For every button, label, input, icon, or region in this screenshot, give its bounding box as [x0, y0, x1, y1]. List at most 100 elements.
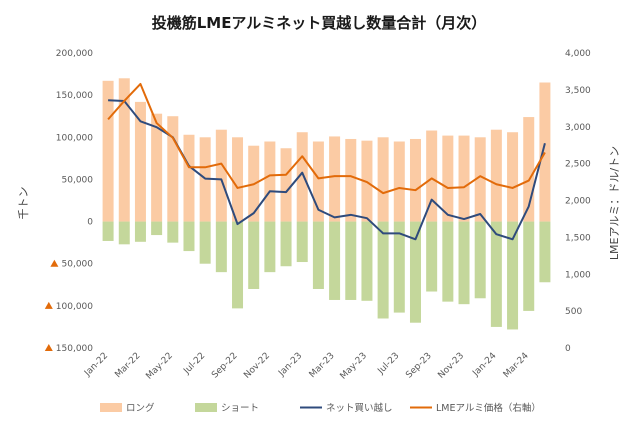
long-bar-4 — [167, 116, 179, 222]
long-bar-19 — [409, 138, 421, 222]
long-bar-7 — [215, 129, 227, 222]
x-tick-label-13: Mar-24 — [502, 351, 531, 380]
x-tick-label-12: Jan-24 — [471, 351, 499, 379]
x-axis: Jan-22 Mar-22 May-22 Jul-22 Sep-22 Nov-22 Jan-… — [82, 351, 531, 382]
y2-tick-label-4: 2,000 — [565, 197, 591, 207]
short-bar-11 — [280, 221, 292, 267]
short-bar-16 — [361, 221, 373, 301]
long-bar-23 — [474, 137, 486, 222]
short-bar-17 — [377, 221, 389, 319]
long-bar-11 — [280, 148, 292, 222]
lines-layer — [107, 82, 546, 241]
short-bar-18 — [393, 221, 405, 313]
negative-triangle-icon-7 — [44, 344, 53, 351]
x-tick-label-10: Sep-23 — [404, 351, 433, 380]
short-bar-5 — [183, 221, 195, 252]
lme-price-line — [107, 82, 546, 195]
long-bar-17 — [377, 137, 389, 222]
legend: ロング ショート ネット買い越し LMEアルミ価格（右軸） — [100, 402, 541, 414]
x-tick-label-9: Jul-23 — [376, 351, 402, 377]
short-bar-4 — [167, 221, 179, 243]
short-bar-15 — [345, 221, 357, 300]
short-bar-20 — [426, 221, 438, 292]
long-bar-20 — [426, 130, 438, 222]
y2-tick-label-3: 2,500 — [565, 160, 591, 170]
y-axis: 200,000 150,000 100,000 50,000 0 50,000 100,00… — [44, 49, 94, 354]
legend-label-2: ネット買い越し — [326, 402, 393, 414]
short-bar-19 — [409, 221, 421, 323]
short-bar-6 — [199, 221, 211, 264]
x-tick-label-0: Jan-22 — [82, 351, 110, 379]
short-bar-1 — [118, 221, 130, 245]
short-bar-2 — [134, 221, 146, 242]
long-bar-5 — [183, 134, 195, 222]
negative-triangle-icon-6 — [44, 301, 53, 309]
long-bar-18 — [393, 141, 405, 222]
short-bar-22 — [458, 221, 470, 305]
short-bar-7 — [215, 221, 227, 273]
y-tick-label-4: 0 — [87, 218, 93, 228]
long-bar-22 — [458, 135, 470, 222]
short-bar-21 — [442, 221, 454, 302]
y-tick-label-1: 150,000 — [56, 91, 93, 101]
legend-label-3: LMEアルミ価格（右軸） — [436, 402, 541, 414]
short-bar-14 — [329, 221, 341, 300]
short-bar-13 — [312, 221, 324, 289]
x-tick-label-8: May-23 — [339, 351, 370, 382]
short-bar-27 — [539, 221, 551, 283]
y2-tick-label-6: 1,000 — [565, 270, 591, 280]
long-bar-1 — [118, 78, 130, 222]
short-bar-23 — [474, 221, 486, 299]
bars-layer — [102, 78, 551, 330]
y2-tick-label-8: 0 — [565, 344, 571, 354]
long-bar-24 — [490, 129, 502, 222]
long-bar-15 — [345, 138, 357, 222]
short-bar-3 — [151, 221, 163, 236]
y2-tick-label-7: 500 — [565, 307, 582, 317]
y-tick-label-0: 200,000 — [56, 49, 93, 59]
y2-axis-label: LMEアルミ：ドル/トン — [608, 146, 621, 260]
y2-tick-label-1: 3,500 — [565, 86, 591, 96]
y2-axis: 4,000 3,500 3,000 2,500 2,000 1,500 1,000 500 0 — [565, 49, 591, 354]
y2-tick-label-0: 4,000 — [565, 49, 591, 59]
x-tick-label-6: Jan-23 — [276, 351, 304, 379]
long-bar-2 — [134, 101, 146, 222]
x-tick-label-11: Nov-23 — [436, 351, 466, 381]
legend-swatch-1 — [195, 403, 217, 412]
short-bar-24 — [490, 221, 502, 327]
y-tick-label-2: 100,000 — [56, 133, 93, 143]
y-tick-label-6: 100,000 — [56, 302, 93, 312]
short-bar-8 — [232, 221, 244, 309]
short-bar-12 — [296, 221, 308, 263]
y-tick-label-7: 150,000 — [56, 344, 93, 354]
y-axis-label: 千トン — [17, 187, 30, 220]
y2-tick-label-2: 3,000 — [565, 123, 591, 133]
long-bar-0 — [102, 80, 114, 222]
long-bar-21 — [442, 135, 454, 222]
long-bar-12 — [296, 132, 308, 222]
short-bar-25 — [507, 221, 519, 330]
y2-tick-label-5: 1,500 — [565, 233, 591, 243]
long-bar-13 — [312, 141, 324, 222]
y-tick-label-5: 50,000 — [62, 260, 94, 270]
y-tick-label-3: 50,000 — [62, 175, 94, 185]
x-tick-label-4: Sep-22 — [210, 351, 239, 380]
short-bar-0 — [102, 221, 114, 241]
x-tick-label-5: Nov-22 — [242, 351, 272, 381]
long-bar-27 — [539, 82, 551, 222]
long-bar-26 — [523, 117, 535, 222]
long-bar-10 — [264, 141, 276, 222]
short-bar-10 — [264, 221, 276, 273]
x-tick-label-2: May-22 — [144, 351, 175, 382]
x-tick-label-3: Jul-22 — [181, 351, 207, 377]
long-bar-25 — [507, 132, 519, 222]
x-tick-label-1: Mar-22 — [113, 351, 142, 380]
short-bar-9 — [248, 221, 260, 289]
long-bar-14 — [329, 136, 341, 222]
legend-label-0: ロング — [126, 402, 155, 414]
legend-swatch-0 — [100, 403, 122, 412]
short-bar-26 — [523, 221, 535, 311]
negative-triangle-icon-5 — [50, 259, 59, 267]
